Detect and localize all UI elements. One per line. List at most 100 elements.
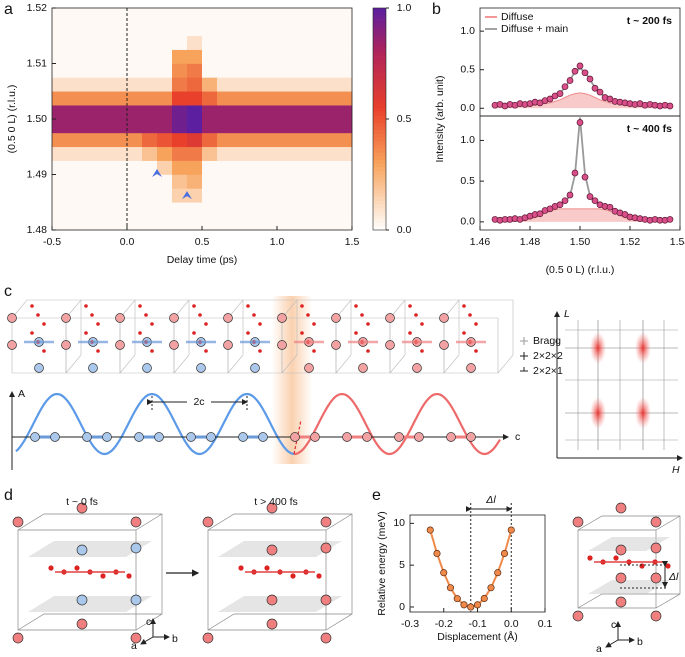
heatmap-cell xyxy=(67,35,83,50)
heatmap-cell xyxy=(247,21,263,37)
atom xyxy=(82,432,92,442)
heatmap-cell xyxy=(172,21,188,37)
heatmap-cell xyxy=(307,63,323,78)
heatmap-cell xyxy=(247,49,263,64)
heatmap-cell xyxy=(217,160,233,175)
x-tick-label: -0.2 xyxy=(435,618,453,630)
heatmap-cell xyxy=(127,21,143,37)
heatmap-cell xyxy=(202,8,218,23)
heatmap-cell xyxy=(292,8,308,23)
ligand xyxy=(30,331,34,335)
heatmap-cell xyxy=(142,132,158,148)
heatmap-cell xyxy=(322,8,338,23)
heatmap-cell xyxy=(97,174,113,189)
legend-symbol xyxy=(520,337,528,345)
heatmap-cell xyxy=(187,202,203,217)
heatmap-cell xyxy=(157,174,173,189)
heatmap-cell xyxy=(82,21,98,37)
colorbar-step xyxy=(373,41,386,46)
ligand xyxy=(300,304,304,308)
axis-label: c xyxy=(611,619,616,631)
heatmap-cell xyxy=(97,49,113,64)
ligand xyxy=(90,313,94,317)
heatmap-cell xyxy=(67,105,83,120)
colorbar-step xyxy=(373,26,386,31)
y-tick-label: 0.5 xyxy=(460,175,475,187)
heatmap-cell xyxy=(292,216,308,231)
ligand xyxy=(639,563,645,569)
atom xyxy=(414,432,424,442)
heatmap-cell xyxy=(112,174,128,189)
colorbar-step xyxy=(373,218,386,223)
heatmap-cell xyxy=(97,63,113,78)
heatmap-cell xyxy=(202,105,218,120)
atom xyxy=(134,432,144,442)
atom xyxy=(394,432,404,442)
heatmap-cell xyxy=(322,119,338,134)
data-point xyxy=(467,603,475,611)
heatmap-cell xyxy=(52,132,68,148)
heatmap-cell xyxy=(157,105,173,120)
heatmap-cell xyxy=(142,146,158,161)
heatmap-cell xyxy=(232,160,248,175)
x-tick-label: -0.5 xyxy=(43,236,61,248)
heatmap-cell xyxy=(202,132,218,148)
heatmap-cell xyxy=(187,216,203,231)
data-point xyxy=(433,549,441,558)
data-point xyxy=(576,119,584,126)
atom xyxy=(7,313,17,323)
heatmap-cell xyxy=(247,8,263,23)
colorbar-step xyxy=(373,152,386,157)
heatmap-cell xyxy=(142,160,158,175)
ligand xyxy=(312,322,316,326)
heatmap-cell xyxy=(232,146,248,161)
ligand xyxy=(414,313,418,317)
heatmap-cell xyxy=(322,77,338,92)
axis-arrow xyxy=(605,639,619,648)
heatmap-cell xyxy=(322,21,338,37)
heatmap-cell xyxy=(112,105,128,120)
heatmap-cell xyxy=(112,132,128,148)
heatmap-cell xyxy=(247,35,263,50)
heatmap-cell xyxy=(262,77,278,92)
heatmap-cell xyxy=(307,216,323,231)
colorbar-step xyxy=(373,126,386,131)
atom xyxy=(130,594,142,606)
diffuse-spot xyxy=(590,397,606,429)
data-point xyxy=(566,77,574,84)
heatmap-cell xyxy=(157,77,173,92)
ligand xyxy=(84,331,88,335)
heatmap-cell xyxy=(142,63,158,78)
heatmap-cell xyxy=(292,105,308,120)
ligand xyxy=(474,322,478,326)
colorbar-step xyxy=(373,185,386,190)
heatmap-cell xyxy=(157,160,173,175)
data-point xyxy=(591,197,599,205)
data-point xyxy=(561,197,569,205)
unit-cell xyxy=(173,299,244,374)
colorbar-step xyxy=(373,96,386,101)
colorbar-step xyxy=(373,130,386,135)
colorbar-label: 0.0 xyxy=(397,224,412,236)
data-point xyxy=(576,62,584,70)
heatmap-cell xyxy=(67,49,83,64)
heatmap-cell xyxy=(127,146,143,161)
heatmap-cell xyxy=(127,119,143,134)
heatmap-cell xyxy=(232,132,248,148)
heatmap-cell xyxy=(52,77,68,92)
data-point xyxy=(556,201,564,209)
ligand xyxy=(420,349,424,353)
heatmap-cell xyxy=(97,105,113,120)
atom xyxy=(412,363,422,373)
x-tick-label: 1.46 xyxy=(470,236,491,248)
data-point xyxy=(596,88,604,96)
annotation: t ~ 200 fs xyxy=(627,15,672,27)
heatmap-cell xyxy=(187,188,203,203)
heatmap-cell xyxy=(157,132,173,148)
cube-frame xyxy=(207,513,353,631)
atom xyxy=(439,313,449,323)
colorbar-step xyxy=(373,52,386,57)
heatmap-cell xyxy=(262,63,278,78)
colorbar-step xyxy=(373,37,386,42)
heatmap-cell xyxy=(322,132,338,148)
